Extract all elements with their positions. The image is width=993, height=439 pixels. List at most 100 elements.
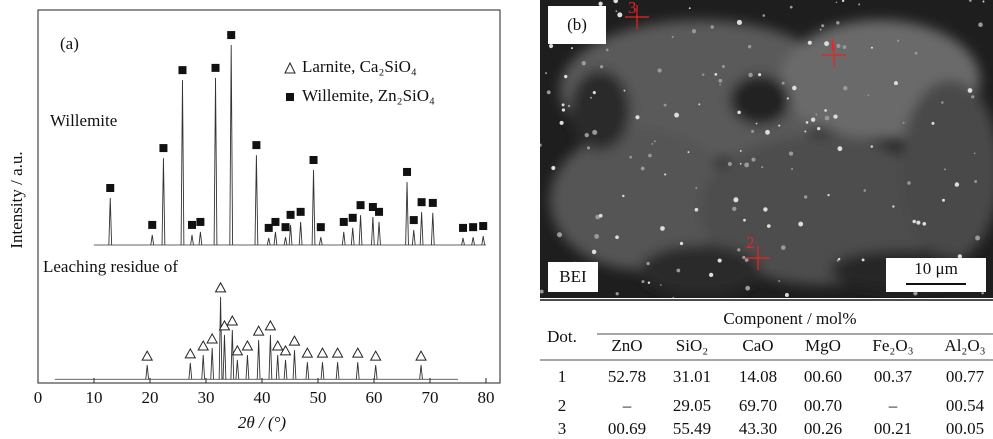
peak-marker bbox=[349, 214, 357, 222]
table-cell: – bbox=[888, 396, 898, 415]
x-tick-label: 0 bbox=[34, 388, 43, 407]
peak bbox=[462, 238, 465, 245]
peak-marker bbox=[479, 222, 487, 230]
table-cell: 52.78 bbox=[608, 367, 646, 386]
peak bbox=[420, 365, 423, 379]
peak bbox=[306, 362, 309, 379]
peak-marker bbox=[340, 218, 348, 226]
table-cell: 3 bbox=[558, 419, 567, 438]
peak bbox=[336, 362, 339, 379]
table-cell: – bbox=[622, 396, 632, 415]
peak bbox=[289, 225, 292, 245]
peak bbox=[276, 355, 279, 379]
table-cell: 00.60 bbox=[804, 367, 842, 386]
panel-label: (a) bbox=[60, 34, 79, 53]
peak bbox=[420, 212, 423, 245]
peak-marker bbox=[196, 218, 204, 226]
peak bbox=[293, 350, 296, 379]
peak bbox=[223, 335, 226, 379]
peak bbox=[482, 236, 485, 245]
peak-marker bbox=[289, 336, 299, 345]
peak bbox=[284, 237, 287, 245]
peak bbox=[312, 170, 315, 245]
peak-marker bbox=[227, 316, 237, 325]
peak bbox=[236, 360, 239, 379]
peak-marker bbox=[159, 144, 167, 152]
point-label: 3 bbox=[628, 0, 637, 17]
peak bbox=[189, 363, 192, 379]
series-label: Leaching residue of bbox=[43, 257, 178, 276]
peak bbox=[378, 222, 381, 245]
peak-marker bbox=[317, 348, 327, 357]
peak-marker bbox=[265, 321, 275, 330]
column-header: ZnO bbox=[611, 336, 642, 355]
peak bbox=[356, 362, 359, 379]
table-header: Component / mol% bbox=[723, 309, 856, 328]
column-header: MgO bbox=[805, 336, 841, 355]
peak bbox=[374, 365, 377, 379]
peak bbox=[246, 355, 249, 379]
peak bbox=[255, 155, 258, 245]
peak-marker bbox=[297, 208, 305, 216]
peak-marker bbox=[106, 184, 114, 192]
peak bbox=[219, 297, 222, 379]
peak bbox=[269, 335, 272, 379]
peak-marker bbox=[429, 199, 437, 207]
peak bbox=[230, 45, 233, 245]
peak-marker bbox=[142, 351, 152, 360]
peak bbox=[199, 232, 202, 245]
peak-marker bbox=[287, 211, 295, 219]
peak-marker bbox=[403, 168, 411, 176]
peak-marker bbox=[357, 201, 365, 209]
peak bbox=[321, 362, 324, 379]
peak-marker bbox=[148, 221, 156, 229]
peak bbox=[319, 237, 322, 245]
table-cell: 14.08 bbox=[739, 367, 777, 386]
x-tick-label: 70 bbox=[422, 388, 439, 407]
table-cell: 00.26 bbox=[804, 419, 842, 438]
series-label: Willemite bbox=[50, 111, 117, 130]
peak bbox=[431, 213, 434, 245]
x-tick-label: 30 bbox=[198, 388, 215, 407]
peak bbox=[181, 80, 184, 245]
peak-marker bbox=[207, 334, 217, 343]
table-cell: 29.05 bbox=[673, 396, 711, 415]
peak-marker bbox=[232, 346, 242, 355]
figure: (a) Intensity / a.u. 2θ / (°) Willemite … bbox=[0, 0, 993, 439]
table-cell: 55.49 bbox=[673, 419, 711, 438]
peak bbox=[371, 217, 374, 245]
peak bbox=[214, 78, 217, 245]
peak bbox=[412, 230, 415, 245]
legend-marker bbox=[285, 63, 295, 73]
peak-marker bbox=[271, 218, 279, 226]
peak-marker bbox=[410, 216, 418, 224]
x-tick-label: 40 bbox=[254, 388, 271, 407]
x-tick-label: 60 bbox=[366, 388, 383, 407]
peak-marker bbox=[185, 349, 195, 358]
table-cell: 31.01 bbox=[673, 367, 711, 386]
peak-marker bbox=[416, 351, 426, 360]
peak-marker bbox=[242, 341, 252, 350]
peak-marker bbox=[212, 64, 220, 72]
peak bbox=[342, 232, 345, 245]
peak-marker bbox=[227, 31, 235, 39]
peak-marker bbox=[371, 351, 381, 360]
column-header: Al₂O₃ bbox=[944, 336, 985, 355]
scale-bar-label: 10 μm bbox=[914, 259, 958, 278]
peak bbox=[151, 235, 154, 245]
point-label: 2 bbox=[746, 233, 755, 252]
y-axis-label: Intensity / a.u. bbox=[7, 151, 26, 248]
peak bbox=[359, 215, 362, 245]
peak bbox=[202, 355, 205, 379]
table-cell: 69.70 bbox=[739, 396, 777, 415]
peak-marker bbox=[353, 348, 363, 357]
point-label: 1 bbox=[828, 35, 837, 54]
peak bbox=[472, 237, 475, 245]
x-tick-label: 50 bbox=[310, 388, 327, 407]
peak-marker bbox=[375, 208, 383, 216]
column-header: SiO₂ bbox=[676, 336, 708, 355]
table-cell: 00.37 bbox=[874, 367, 913, 386]
table-cell: 00.69 bbox=[608, 419, 646, 438]
legend-label: Larnite, Ca₂SiO₄ bbox=[302, 57, 417, 76]
peak-marker bbox=[252, 141, 260, 149]
